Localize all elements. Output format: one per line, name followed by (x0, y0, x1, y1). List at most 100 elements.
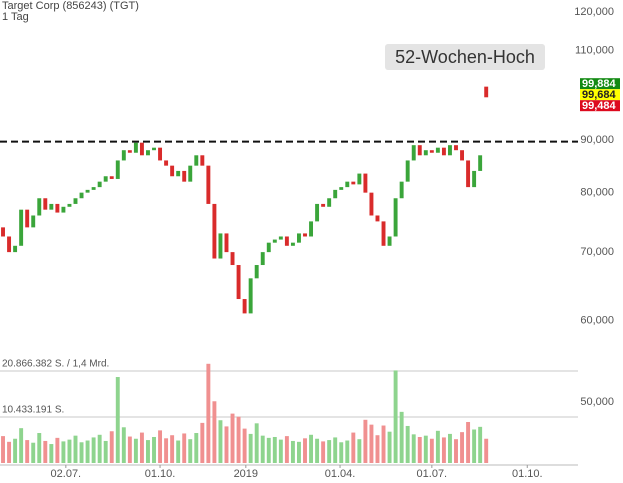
candle-body (429, 150, 434, 153)
x-tick-label: 01.04. (325, 468, 356, 480)
volume-bar (260, 435, 265, 463)
volume-bar (103, 440, 108, 463)
volume-bar (7, 441, 12, 463)
candle-body (158, 147, 163, 161)
y-tick-label: 110,000 (575, 45, 614, 57)
candle-body (49, 203, 54, 210)
candle-body (278, 236, 283, 240)
volume-bar (345, 440, 350, 463)
candle-body (121, 150, 126, 161)
candle-body (164, 160, 169, 166)
volume-bar (405, 425, 410, 463)
candle-body (303, 233, 307, 237)
candle-body (321, 203, 326, 207)
volume-bar (272, 436, 277, 463)
candle-body (109, 176, 114, 179)
volume-bar (460, 432, 465, 463)
candle-body (31, 215, 36, 228)
candle-body (393, 198, 398, 237)
price-label: 99,684 (582, 89, 617, 101)
candle-body (327, 198, 332, 207)
volume-bar (218, 420, 223, 463)
volume-bar (127, 436, 132, 463)
volume-bar (230, 413, 235, 463)
volume-bar (321, 441, 326, 463)
volume-bar (224, 426, 229, 463)
volume-bar (43, 440, 48, 463)
volume-bar (357, 439, 362, 463)
x-tick-label: 01.07. (417, 468, 448, 480)
candle-body (61, 206, 66, 213)
volume-bar (37, 433, 42, 463)
volume-bar (466, 421, 471, 463)
x-tick-label: 2019 (234, 468, 258, 480)
y-tick-label: 70,000 (580, 246, 614, 258)
volume-bar (423, 435, 428, 463)
volume-bar (182, 433, 187, 463)
candle-body (375, 215, 380, 222)
candle-body (405, 160, 410, 182)
volume-bar (278, 439, 283, 463)
candle-body (194, 155, 199, 166)
volume-bar (200, 422, 205, 463)
x-tick-label: 01.10. (145, 468, 176, 480)
candle-body (460, 150, 465, 161)
volume-bar (152, 436, 156, 463)
candle-body (236, 265, 241, 300)
candle-body (37, 198, 42, 216)
candle-body (1, 227, 5, 237)
volume-bar (206, 363, 211, 463)
candle-body (454, 145, 458, 151)
volume-bar (164, 438, 169, 463)
candle-body (91, 187, 96, 190)
volume-bar (417, 436, 422, 463)
candle-body (133, 142, 138, 153)
candle-body (363, 173, 368, 193)
volume-bar (146, 440, 150, 463)
candle-body (248, 278, 253, 314)
candle-body (146, 150, 150, 156)
candle-body (290, 242, 295, 246)
volume-bar (242, 428, 247, 463)
volume-bar (393, 370, 398, 463)
candle-body (97, 181, 102, 188)
y-tick-label: 120,000 (574, 6, 614, 18)
candle-body (399, 181, 404, 199)
volume-bar (447, 433, 452, 463)
volume-tick-label: 10.433.191 S. (2, 405, 64, 416)
volume-bar (375, 435, 380, 463)
x-tick-label: 01.10. (512, 468, 543, 480)
volume-bar (67, 439, 72, 463)
candle-body (127, 150, 132, 153)
candle-body (115, 160, 120, 179)
candle-body (333, 189, 338, 199)
y-tick-label: 80,000 (580, 187, 614, 199)
candle-body (266, 242, 271, 253)
candle-body (484, 86, 489, 98)
volume-bar (454, 439, 458, 463)
candle-body (25, 209, 30, 228)
candle-body (260, 252, 265, 266)
volume-bar (248, 433, 253, 463)
volume-bar (121, 427, 126, 463)
volume-bar (55, 437, 60, 463)
volume-bar (61, 441, 66, 463)
volume-bar (109, 431, 114, 463)
candle-body (230, 252, 235, 266)
candle-body (139, 142, 144, 156)
candle-body (309, 221, 314, 237)
chart-title: Target Corp (856243) (TGT) (2, 0, 139, 12)
candle-body (351, 181, 356, 185)
candle-body (224, 233, 229, 253)
volume-bar (387, 431, 392, 463)
candle-body (423, 150, 428, 156)
volume-bar (85, 440, 90, 463)
volume-bar (97, 434, 102, 463)
volume-bar (188, 439, 193, 463)
candle-body (297, 233, 301, 243)
chart-subtitle: 1 Tag (2, 11, 29, 23)
candle-body (200, 155, 205, 166)
candle-body (67, 203, 72, 207)
volume-bar (303, 438, 307, 463)
